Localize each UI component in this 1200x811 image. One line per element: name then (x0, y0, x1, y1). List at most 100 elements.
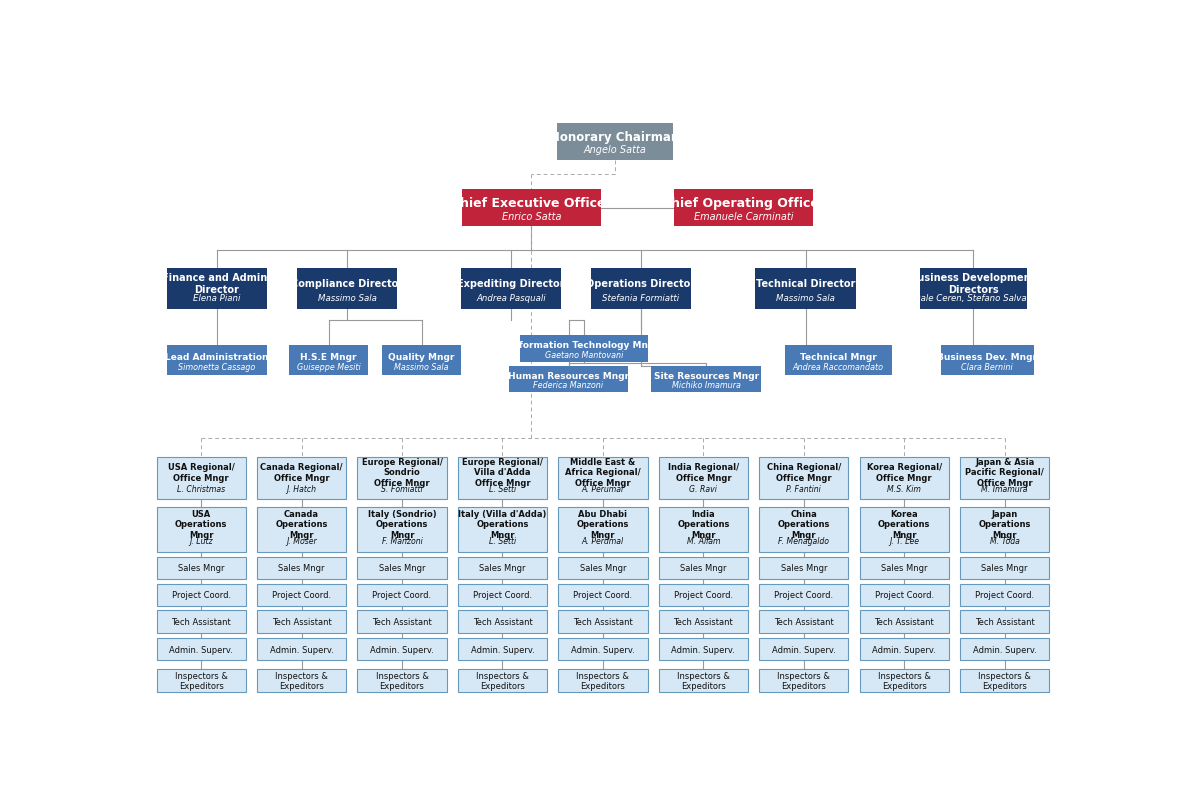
Bar (785, 345, 892, 375)
Text: Simonetta Cassago: Simonetta Cassago (179, 363, 256, 372)
Text: Finance and Admin.
Director: Finance and Admin. Director (162, 272, 271, 294)
Text: Inspectors &
Expeditors: Inspectors & Expeditors (275, 671, 328, 690)
Text: Europe Regional/
Sondrio
Office Mngr: Europe Regional/ Sondrio Office Mngr (361, 457, 443, 487)
Bar (760, 611, 848, 633)
Text: Human Resources Mngr: Human Resources Mngr (508, 371, 629, 380)
Bar (156, 584, 246, 607)
Bar (760, 638, 848, 661)
Text: Europe Regional/
Villa d'Adda
Office Mngr: Europe Regional/ Villa d'Adda Office Mng… (462, 457, 542, 487)
Text: Italy (Sondrio)
Operations
Mngr: Italy (Sondrio) Operations Mngr (367, 509, 437, 539)
Bar (659, 611, 748, 633)
Text: India
Operations
Mngr: India Operations Mngr (677, 509, 730, 539)
Text: China Regional/
Office Mngr: China Regional/ Office Mngr (767, 462, 841, 482)
Text: Project Coord.: Project Coord. (875, 590, 934, 599)
Text: Sales Mngr: Sales Mngr (379, 564, 425, 573)
Text: Massimo Sala: Massimo Sala (776, 294, 835, 303)
Text: S. Fomiatti: S. Fomiatti (382, 484, 422, 493)
Bar (458, 638, 547, 661)
Text: Admin. Superv.: Admin. Superv. (772, 645, 835, 654)
Text: Sales Mngr: Sales Mngr (881, 564, 928, 573)
Text: Chief Executive Officer: Chief Executive Officer (451, 197, 612, 210)
Text: Inspectors &
Expeditors: Inspectors & Expeditors (677, 671, 730, 690)
Text: Massimo Sala: Massimo Sala (395, 363, 449, 372)
Bar (760, 557, 848, 579)
Bar (558, 669, 648, 692)
Text: Technical Director: Technical Director (756, 278, 856, 289)
Text: Project Coord.: Project Coord. (673, 590, 733, 599)
Bar (659, 557, 748, 579)
Bar (296, 268, 397, 309)
Bar (462, 190, 601, 227)
Bar (458, 611, 547, 633)
Text: Project Coord.: Project Coord. (976, 590, 1034, 599)
Bar (257, 584, 347, 607)
Bar (358, 611, 446, 633)
Text: Quality Mngr: Quality Mngr (389, 352, 455, 361)
Text: Sales Mngr: Sales Mngr (780, 564, 827, 573)
Text: G. Ravi: G. Ravi (690, 484, 718, 493)
Text: USA
Operations
Mngr: USA Operations Mngr (175, 509, 227, 539)
Bar (558, 584, 648, 607)
Text: Honorary Chairman: Honorary Chairman (551, 131, 679, 144)
Bar (558, 638, 648, 661)
Bar (458, 508, 547, 552)
Bar (358, 669, 446, 692)
Text: Admin. Superv.: Admin. Superv. (169, 645, 233, 654)
Bar (659, 584, 748, 607)
Text: Inspectors &
Expeditors: Inspectors & Expeditors (978, 671, 1031, 690)
Text: L. Setti: L. Setti (488, 536, 516, 545)
Bar (673, 190, 814, 227)
Text: Dale Ceren, Stefano Salvati: Dale Ceren, Stefano Salvati (914, 294, 1032, 303)
Text: M. Toda: M. Toda (990, 536, 1020, 545)
Bar (458, 584, 547, 607)
Text: Sales Mngr: Sales Mngr (580, 564, 626, 573)
Bar (590, 268, 691, 309)
Bar (461, 268, 562, 309)
Text: J. Moser: J. Moser (287, 536, 317, 545)
Bar (156, 669, 246, 692)
Bar (760, 457, 848, 500)
Text: J. Lutz: J. Lutz (190, 536, 212, 545)
Bar (960, 508, 1049, 552)
Text: USA Regional/
Office Mngr: USA Regional/ Office Mngr (168, 462, 234, 482)
Text: H.S.E Mngr: H.S.E Mngr (300, 352, 356, 361)
Bar (509, 367, 628, 393)
Bar (458, 669, 547, 692)
Bar (659, 669, 748, 692)
Text: Emanuele Carminati: Emanuele Carminati (694, 212, 793, 221)
Bar (557, 124, 673, 161)
Text: F. Manzoni: F. Manzoni (382, 536, 422, 545)
Text: Sales Mngr: Sales Mngr (278, 564, 325, 573)
Bar (156, 508, 246, 552)
Text: Business Dev. Mngr: Business Dev. Mngr (937, 352, 1037, 361)
Text: Italy (Villa d'Adda)
Operations
Mngr: Italy (Villa d'Adda) Operations Mngr (458, 509, 547, 539)
Text: Angelo Satta: Angelo Satta (583, 145, 647, 155)
Text: Massimo Sala: Massimo Sala (318, 294, 377, 303)
Bar (960, 611, 1049, 633)
Text: Inspectors &
Expeditors: Inspectors & Expeditors (778, 671, 830, 690)
Bar (859, 508, 949, 552)
Bar (167, 345, 268, 375)
Text: Korea
Operations
Mngr: Korea Operations Mngr (878, 509, 930, 539)
Bar (659, 508, 748, 552)
Text: Admin. Superv.: Admin. Superv. (370, 645, 434, 654)
Text: F. Menagaldo: F. Menagaldo (779, 536, 829, 545)
Text: Project Coord.: Project Coord. (272, 590, 331, 599)
Bar (558, 457, 648, 500)
Bar (358, 584, 446, 607)
Bar (960, 557, 1049, 579)
Bar (859, 669, 949, 692)
Bar (358, 557, 446, 579)
Bar (156, 557, 246, 579)
Bar (558, 611, 648, 633)
Text: Korea Regional/
Office Mngr: Korea Regional/ Office Mngr (866, 462, 942, 482)
Text: Project Coord.: Project Coord. (372, 590, 432, 599)
Bar (859, 584, 949, 607)
Text: Sales Mngr: Sales Mngr (680, 564, 727, 573)
Text: Tech Assistant: Tech Assistant (774, 617, 834, 626)
Text: Expediting Director: Expediting Director (457, 278, 564, 289)
Text: Andrea Raccomandato: Andrea Raccomandato (793, 363, 883, 372)
Text: Inspectors &
Expeditors: Inspectors & Expeditors (576, 671, 629, 690)
Text: Tech Assistant: Tech Assistant (271, 617, 331, 626)
Text: M. Imamura: M. Imamura (982, 484, 1028, 493)
